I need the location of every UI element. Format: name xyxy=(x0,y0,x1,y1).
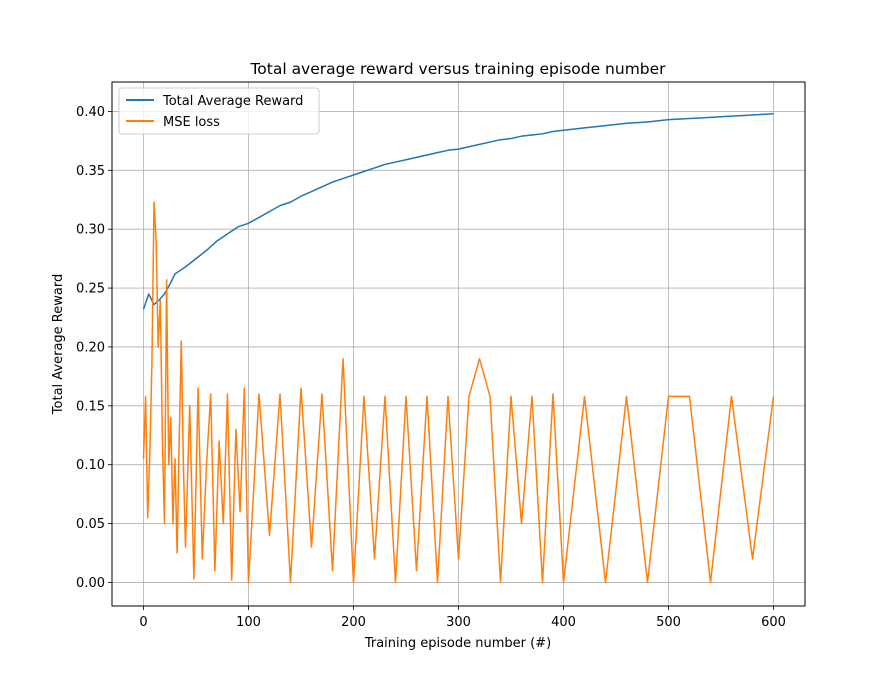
legend: Total Average Reward MSE loss xyxy=(118,87,320,135)
y-axis-ticks: 0.00 0.05 0.10 0.15 0.20 0.25 0.30 0.35 0.40 xyxy=(76,105,112,591)
chart-title: Total average reward versus training epi… xyxy=(249,60,666,78)
legend-label-reward: Total Average Reward xyxy=(162,94,303,109)
y-tick-label: 0.05 xyxy=(76,517,105,532)
x-tick-label: 300 xyxy=(446,615,471,630)
series-line-total-average-reward xyxy=(142,113,774,310)
y-tick-label: 0.40 xyxy=(76,105,105,120)
x-axis-ticks: 0 100 200 300 400 500 600 xyxy=(139,606,786,630)
series-layer xyxy=(142,113,775,584)
y-tick-label: 0.30 xyxy=(76,223,105,238)
x-tick-label: 500 xyxy=(656,615,681,630)
series-line-mse-loss xyxy=(142,201,775,584)
y-tick-label: 0.15 xyxy=(76,399,105,414)
legend-label-mse: MSE loss xyxy=(163,115,220,130)
y-tick-label: 0.25 xyxy=(76,282,105,297)
y-tick-label: 0.35 xyxy=(76,164,105,179)
y-tick-label: 0.10 xyxy=(76,458,105,473)
x-tick-label: 400 xyxy=(551,615,576,630)
y-tick-label: 0.00 xyxy=(76,576,105,591)
y-tick-label: 0.20 xyxy=(76,340,105,355)
x-tick-label: 100 xyxy=(236,615,261,630)
x-tick-label: 200 xyxy=(341,615,366,630)
x-axis-label: Training episode number (#) xyxy=(364,636,551,651)
grid-lines xyxy=(112,82,805,606)
legend-box xyxy=(118,87,320,135)
x-tick-label: 0 xyxy=(139,615,147,630)
x-tick-label: 600 xyxy=(761,615,786,630)
y-axis-label: Total Average Reward xyxy=(51,274,66,415)
